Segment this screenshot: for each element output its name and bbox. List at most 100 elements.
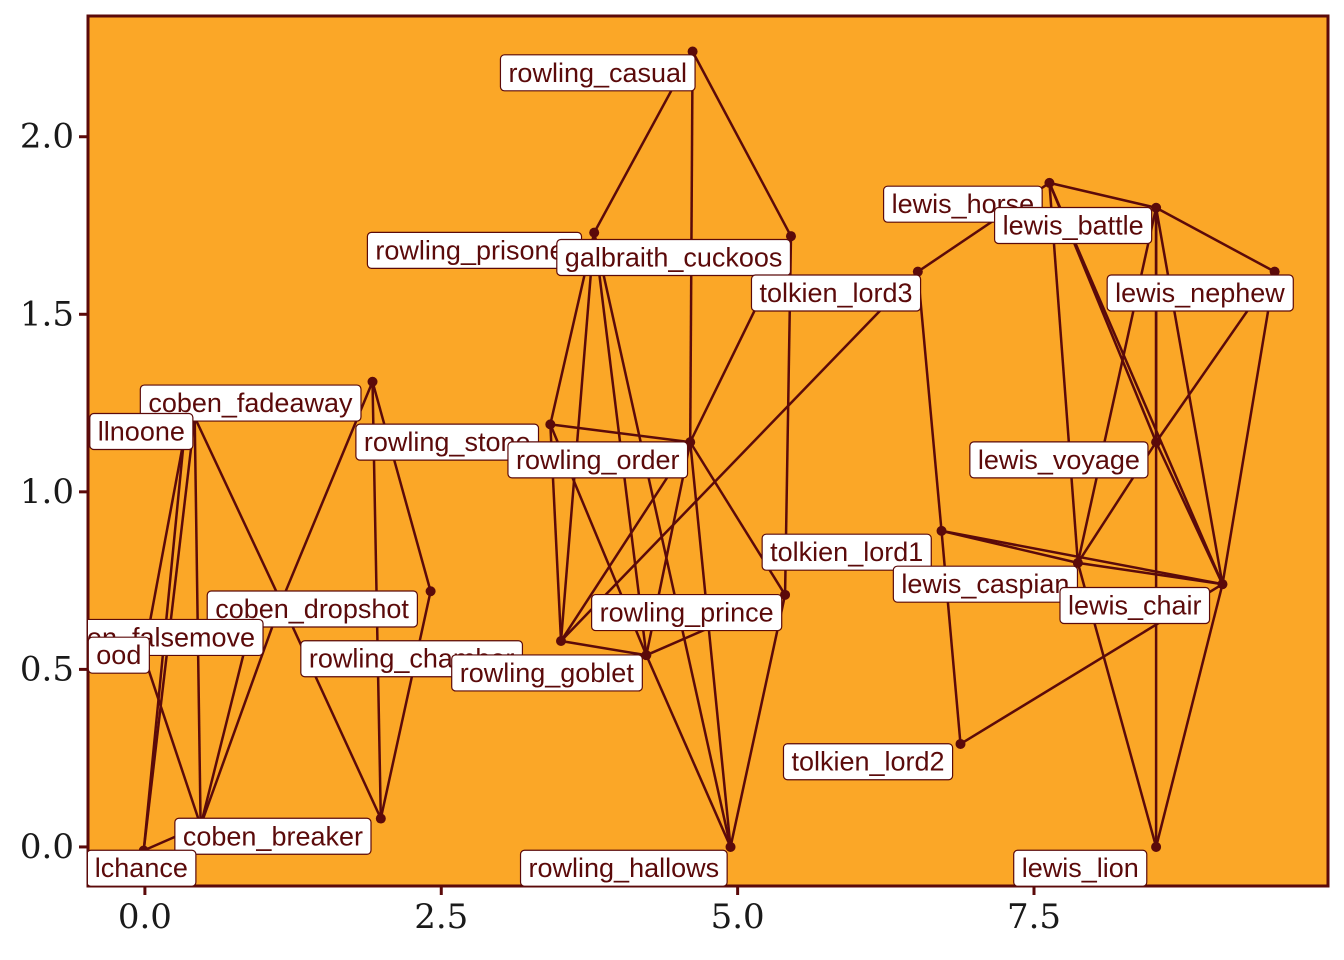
node-lewis_nephew [1269, 266, 1280, 277]
node-tolkien_lord1 [936, 525, 947, 536]
label-box-coben_breaker [174, 817, 372, 855]
label-text-rowling_casual: rowling_casual [508, 58, 687, 88]
node-lewis_lion [1151, 841, 1162, 852]
node-lewis_battle [1151, 202, 1162, 213]
label-box-tolkien_lord3 [750, 274, 922, 312]
label-coben_breaker: coben_breaker [174, 817, 372, 855]
label-coben_dropshot: coben_dropshot [206, 590, 418, 628]
node-rowling_goblet [556, 635, 567, 646]
label-galbraith_cuckoos: galbraith_cuckoos [556, 238, 792, 277]
label-box-lewis_chair [1059, 586, 1211, 625]
label-text-coben_chance: lchance [95, 853, 188, 883]
node-rowling_prisoner [589, 227, 600, 238]
label-text-tolkien_lord3: tolkien_lord3 [759, 278, 912, 308]
label-coben_chance: lchance [88, 849, 197, 886]
node-rowling_mid [780, 589, 791, 600]
x-axis: 0.0 2.5 5.0 7.5 [118, 886, 1061, 937]
label-box-coben_chance [88, 849, 197, 886]
label-coben_falsemove: en_falsemove [88, 618, 264, 657]
edge-rowling_casual-galbraith_cuckoos [691, 50, 793, 237]
label-box-lewis_battle [993, 206, 1153, 245]
edge-lewis_horse-lewis_caspian [1048, 182, 1080, 563]
edge-lewis_battle-lewis_caspian [1076, 207, 1158, 564]
label-text-rowling_prince: rowling_prince [600, 598, 774, 628]
label-lewis_chair: lewis_chair [1059, 586, 1211, 625]
label-box-tolkien_lord2 [782, 743, 954, 781]
edge-coben_fadeaway-coben_dropshot [193, 416, 283, 603]
label-box-rowling_casual [499, 54, 696, 92]
label-text-rowling_prisoner: rowling_prisoner [375, 235, 573, 265]
label-box-coben_nooone [89, 412, 194, 451]
node-galbraith_cuckoos [785, 231, 796, 242]
label-coben_wood: ood [88, 636, 150, 674]
node-lewis_voyage [1151, 437, 1162, 448]
node-lewis_horse [1044, 177, 1055, 188]
edge-lewis_horse-lewis_battle [1049, 181, 1157, 209]
x-tick-label: 7.5 [1007, 897, 1061, 937]
label-tolkien_lord3: tolkien_lord3 [750, 274, 922, 312]
x-tick-label: 0.0 [118, 897, 172, 937]
node-rowling_casual [687, 46, 698, 57]
label-text-galbraith_cuckoos: galbraith_cuckoos [565, 242, 783, 272]
node-rowling_chamber [425, 586, 436, 597]
label-text-tolkien_lord1: tolkien_lord1 [770, 537, 923, 567]
edge-rowling_chamber-rowling_goblet_a [379, 590, 432, 819]
y-tick-label: 0.5 [20, 649, 74, 689]
label-rowling_prisoner: rowling_prisoner [366, 231, 583, 269]
label-rowling_order: rowling_order [507, 441, 689, 479]
label-text-rowling_order: rowling_order [516, 445, 680, 475]
label-lewis_voyage: lewis_voyage [969, 441, 1149, 479]
label-box-lewis_nephew [1106, 274, 1294, 312]
edge-lewis_chair-lewis_lion [1154, 583, 1224, 848]
node-tolkien_lord2 [955, 738, 966, 749]
label-text-rowling_stone: rowling_stone [364, 427, 531, 457]
node-tolkien_lord3 [912, 266, 923, 277]
node-lewis_caspian [1072, 557, 1083, 568]
edge-coben_falsemove-coben_breaker [199, 640, 249, 826]
edge-lewis_caspian-lewis_chair [1077, 561, 1223, 586]
edge-coben_dropshot-rowling_goblet_a [280, 601, 382, 820]
label-box-rowling_goblet [451, 654, 643, 692]
x-tick-label: 5.0 [711, 897, 765, 937]
label-rowling_casual: rowling_casual [499, 54, 696, 92]
label-box-coben_dropshot [206, 590, 418, 628]
edge-lewis_battle-lewis_nephew [1155, 206, 1276, 273]
node-lewis_chair [1217, 579, 1228, 590]
edge-rowling_goblet-tolkien_lord3 [560, 270, 919, 642]
label-lewis_caspian: lewis_caspian [892, 565, 1079, 603]
label-box-galbraith_cuckoos [556, 238, 792, 277]
label-text-lewis_nephew: lewis_nephew [1115, 278, 1285, 308]
labels-layer: coben_fadeawayllnoonecoben_dropshoten_fa… [88, 54, 1294, 886]
edge-lewis_horse-lewis_chair [1048, 182, 1224, 585]
y-axis: 0.0 0.5 1.0 1.5 2.0 [20, 117, 88, 867]
label-tolkien_lord1: tolkien_lord1 [761, 533, 932, 571]
node-rowling_stone [367, 376, 378, 387]
label-box-lewis_caspian [892, 565, 1079, 603]
node-rowling_goblet_a [375, 813, 386, 824]
edge-rowling_mid-rowling_hallows [729, 594, 787, 848]
edge-rowling_order-rowling_hub [550, 423, 691, 444]
label-rowling_prince: rowling_prince [591, 593, 783, 632]
x-tick-label: 2.5 [414, 897, 468, 937]
edge-rowling_prisoner-rowling_hallows [592, 232, 732, 848]
node-rowling_hallows [725, 841, 736, 852]
label-text-lewis_voyage: lewis_voyage [978, 445, 1140, 475]
label-box-coben_fadeaway [139, 384, 362, 422]
edge-lewis_nephew-lewis_chair [1221, 271, 1276, 585]
label-text-coben_breaker: coben_breaker [183, 821, 363, 851]
node-rowling_prince [641, 650, 652, 661]
label-box-rowling_prince [591, 593, 783, 632]
label-rowling_goblet: rowling_goblet [451, 654, 643, 692]
label-text-tolkien_lord2: tolkien_lord2 [791, 747, 944, 777]
label-rowling_hallows: rowling_hallows [519, 849, 728, 886]
label-coben_nooone: llnoone [89, 412, 194, 451]
label-text-lewis_lion: lewis_lion [1022, 853, 1139, 883]
y-tick-label: 1.5 [20, 294, 74, 334]
label-box-rowling_hallows [519, 849, 728, 886]
edge-tolkien_lord3-tolkien_lord1 [916, 271, 943, 532]
label-text-coben_wood: ood [96, 640, 141, 670]
y-tick-label: 0.0 [20, 827, 74, 867]
edge-lewis_voyage-lewis_chair [1154, 441, 1224, 585]
y-tick-label: 2.0 [20, 117, 74, 157]
